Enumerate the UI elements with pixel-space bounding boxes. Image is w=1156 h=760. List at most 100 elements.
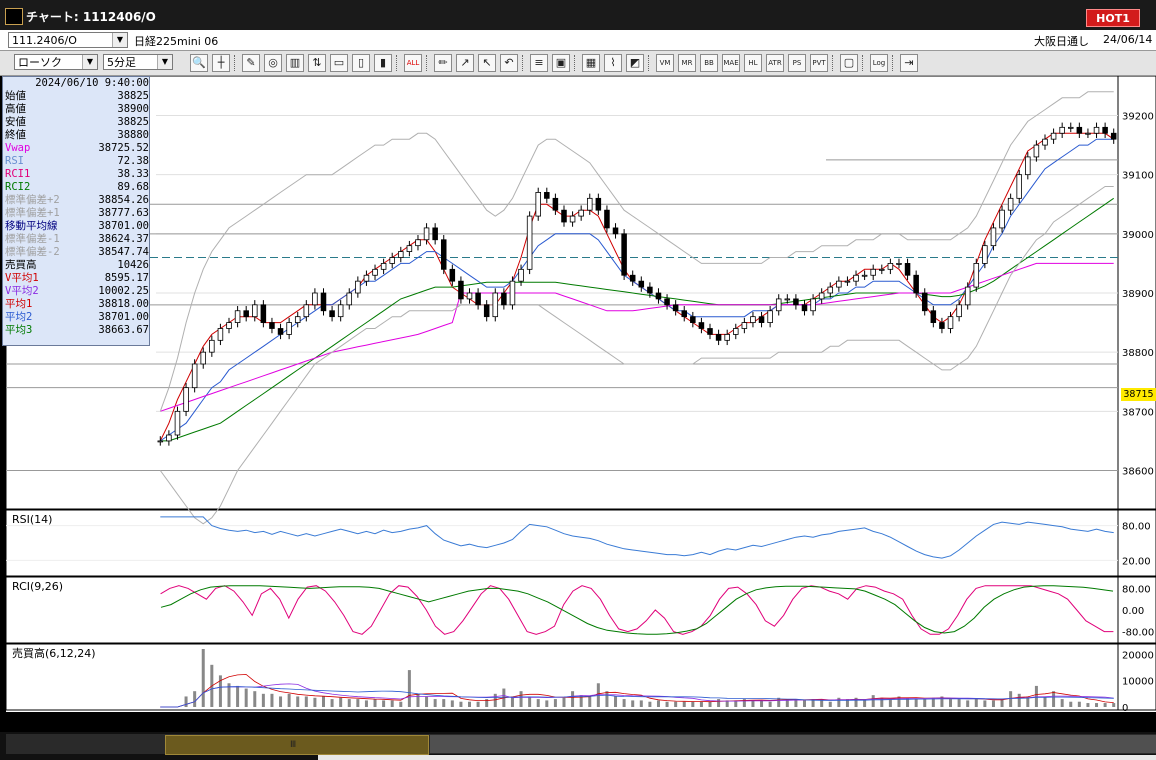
draw-icon[interactable]: ✎ (242, 54, 260, 72)
zoom-icon[interactable]: 🔍 (190, 54, 208, 72)
candle-body (698, 322, 705, 329)
volume-bar (339, 697, 343, 707)
bar-icon[interactable]: ▥ (286, 54, 304, 72)
info-row: 終値 38880 (5, 129, 149, 142)
chevron-down-icon[interactable]: ▼ (157, 55, 172, 69)
y-tick-label: 80.00 (1122, 584, 1151, 595)
scroll-thumb[interactable]: Ⅲ (165, 735, 429, 755)
overview-scrollbar[interactable]: Ⅲ (0, 732, 1156, 760)
series-line-平均2 (160, 138, 1114, 442)
ruler-icon[interactable]: ▭ (330, 54, 348, 72)
volume-bar (562, 697, 566, 707)
info-label: RSI (5, 155, 24, 167)
brush-icon[interactable]: ⌇ (604, 54, 622, 72)
info-value: 38777.63 (98, 207, 149, 219)
candle-body (578, 209, 584, 217)
volume-bar (270, 693, 274, 707)
tool-mr-button[interactable]: MR (678, 54, 696, 72)
tool-log-button[interactable]: Log (870, 54, 888, 72)
palette-icon[interactable]: ◩ (626, 54, 644, 72)
candle-body (887, 263, 894, 270)
candle-body (166, 434, 172, 442)
volume-bar (1095, 703, 1099, 707)
volume-bar (691, 701, 695, 707)
cursor-icon[interactable]: ↖ (478, 54, 496, 72)
candle2-icon[interactable]: ▮ (374, 54, 392, 72)
interval-select[interactable]: 5分足 ▼ (103, 54, 173, 70)
tool-mae-button[interactable]: MAE (722, 54, 740, 72)
box-icon[interactable]: ▢ (840, 54, 858, 72)
candle-body (956, 304, 962, 318)
candle-body (191, 363, 198, 389)
tick-icon[interactable]: ⇅ (308, 54, 326, 72)
candle-body (492, 292, 499, 318)
export-icon[interactable]: ⇥ (900, 54, 918, 72)
candle-body (612, 227, 619, 235)
volume-bar (416, 693, 420, 707)
candle-body (1102, 126, 1108, 134)
candle-body (844, 280, 851, 283)
volume-bar (468, 701, 472, 707)
info-row: 平均3 38663.67 (5, 324, 149, 337)
volume-bar (1017, 693, 1021, 707)
volume-bar (897, 696, 901, 707)
candle-body (647, 286, 653, 294)
candle-body (1093, 126, 1100, 134)
volume-bar (1052, 691, 1056, 707)
volume-bar (708, 701, 712, 707)
toolbar-separator (396, 55, 399, 71)
candle-icon[interactable]: ▯ (352, 54, 370, 72)
candle-body (535, 192, 541, 217)
candle-body (870, 268, 876, 276)
grip-icon: Ⅲ (290, 740, 297, 750)
info-label: V平均2 (5, 285, 39, 297)
candle-body (672, 304, 679, 312)
candle-body (1076, 126, 1083, 134)
tool-bb-button[interactable]: BB (700, 54, 718, 72)
volume-bar (820, 700, 824, 707)
tool-atr-button[interactable]: ATR (766, 54, 784, 72)
tool-vm-button[interactable]: VM (656, 54, 674, 72)
info-label: V平均1 (5, 272, 39, 284)
tool-pvt-button[interactable]: PVT (810, 54, 828, 72)
info-row: 標準偏差-2 38547.74 (5, 246, 149, 259)
pen-icon[interactable]: ✏ (434, 54, 452, 72)
grid-icon[interactable]: ▦ (582, 54, 600, 72)
crosshair-icon[interactable]: ┼ (212, 54, 230, 72)
y-tick-label: 38900 (1122, 289, 1154, 300)
list-icon[interactable]: ≡ (530, 54, 548, 72)
volume-bar (1069, 701, 1073, 707)
y-tick-label: 39100 (1122, 171, 1154, 182)
candle-body (827, 286, 834, 294)
chevron-down-icon[interactable]: ▼ (82, 55, 97, 69)
y-tick-label: 20000 (1122, 650, 1154, 661)
trash-icon[interactable]: ▣ (552, 54, 570, 72)
volume-bar (485, 699, 489, 707)
volume-bar (1000, 699, 1004, 707)
candle-body (234, 310, 241, 323)
candle-body (260, 304, 267, 323)
info-value: 38701.00 (98, 311, 149, 323)
info-row: 平均1 38818.00 (5, 298, 149, 311)
symbol-select[interactable]: 111.2406/O ▼ (8, 32, 128, 48)
tool-all-button[interactable]: ALL (404, 54, 422, 72)
info-label: 標準偏差-2 (5, 246, 60, 258)
search-icon[interactable]: ◎ (264, 54, 282, 72)
chart-area[interactable]: 39200 39100 39000 38900 38800 38700 38600 80.00… (5, 75, 1156, 728)
tool-hl-button[interactable]: HL (744, 54, 762, 72)
volume-bar (605, 691, 609, 707)
chart-type-select[interactable]: ローソク ▼ (14, 54, 98, 70)
undo-icon[interactable]: ↶ (500, 54, 518, 72)
tool-psar-button[interactable]: PS AR (788, 54, 806, 72)
candle-body (252, 304, 258, 318)
hot-button[interactable]: HOT1 (1086, 9, 1140, 27)
candle-body (509, 280, 516, 306)
candle-body (363, 274, 370, 282)
arrow-icon[interactable]: ↗ (456, 54, 474, 72)
candle-body (243, 310, 249, 318)
info-value: 38725.52 (98, 142, 149, 154)
symbol-value: 111.2406/O (12, 34, 77, 47)
chevron-down-icon[interactable]: ▼ (112, 33, 127, 47)
volume-bar (1086, 703, 1090, 707)
info-value: 38825 (117, 116, 149, 128)
